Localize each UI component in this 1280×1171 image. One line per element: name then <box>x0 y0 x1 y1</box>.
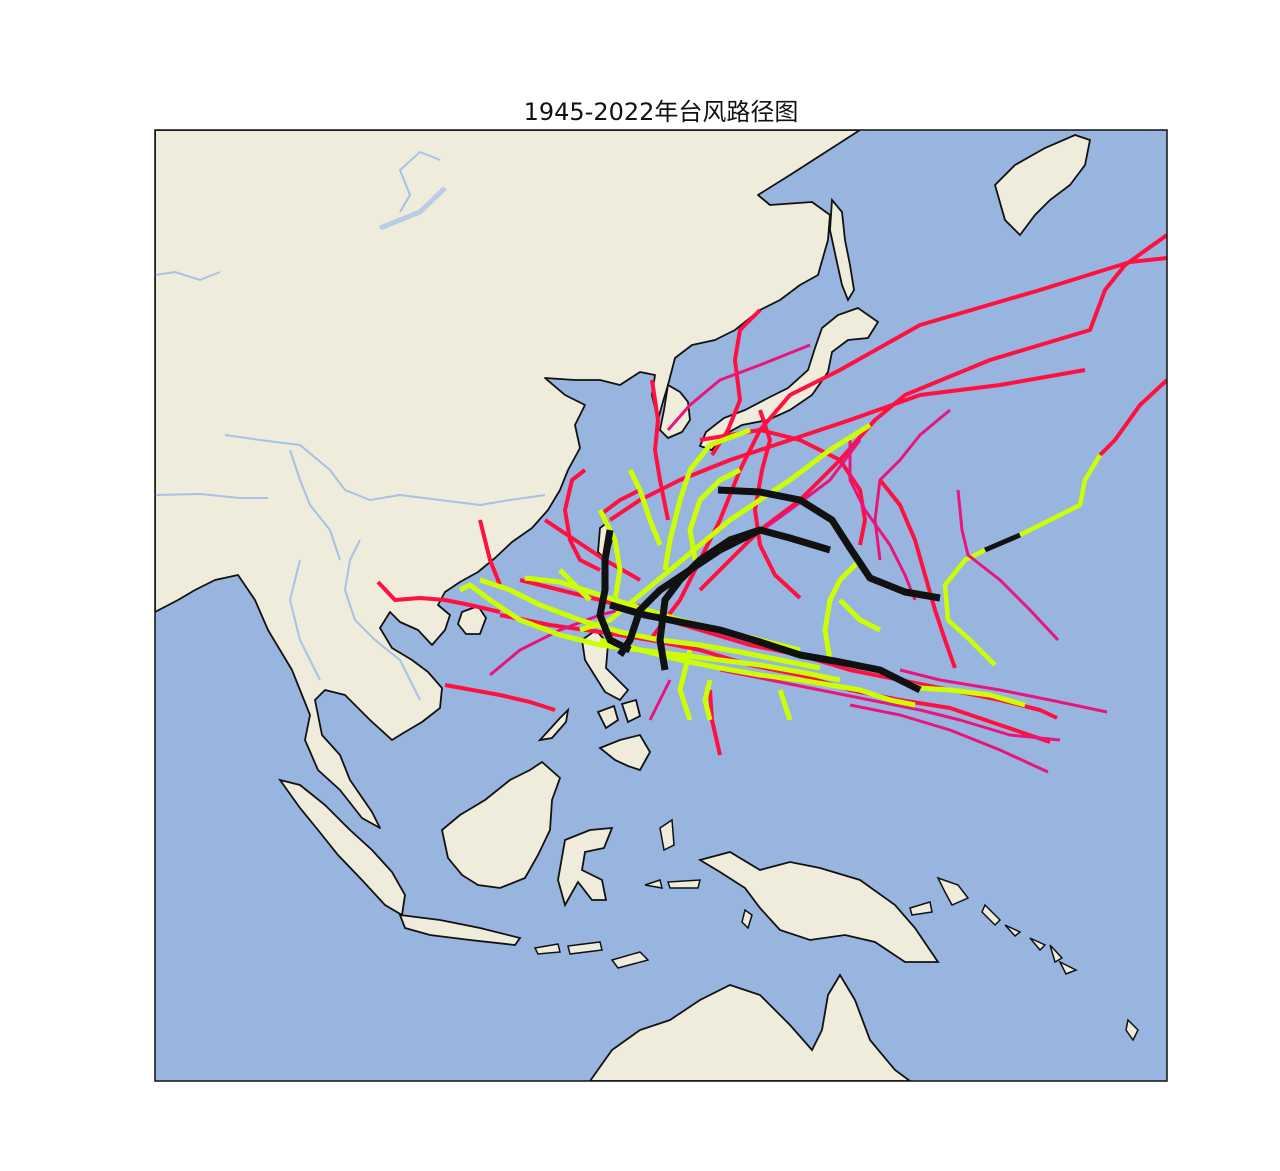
palawan <box>537 707 570 742</box>
new-guinea <box>697 851 940 963</box>
typhoon-track <box>702 679 713 721</box>
typhoon-track <box>753 409 802 600</box>
typhoon-track <box>608 368 1086 522</box>
map-frame <box>154 129 1168 1082</box>
typhoon-track <box>598 488 641 517</box>
typhoon-track <box>677 649 693 721</box>
typhoon-track <box>899 668 1108 714</box>
mindanao <box>598 733 652 772</box>
lesser-sunda-islands <box>533 941 650 969</box>
sulawesi <box>557 826 614 908</box>
typhoon-track <box>984 532 1021 553</box>
typhoon-track <box>838 598 882 633</box>
java <box>398 913 522 946</box>
typhoon-track <box>687 467 742 561</box>
typhoon-track <box>479 577 821 671</box>
typhoon-track <box>822 558 862 661</box>
japan <box>698 306 880 452</box>
typhoon-track <box>717 486 941 602</box>
typhoon-track <box>1018 453 1102 538</box>
sumatra <box>277 778 406 917</box>
bismarck-solomon-islands <box>909 876 1139 1042</box>
korea <box>659 383 691 440</box>
typhoon-track <box>376 580 501 614</box>
typhoon-track <box>609 601 922 694</box>
typhoon-track <box>597 508 623 601</box>
rivers <box>155 150 546 701</box>
typhoon-track <box>754 439 862 537</box>
typhoon-track <box>650 379 670 521</box>
sakhalin <box>829 197 855 303</box>
typhoon-track <box>444 683 556 712</box>
typhoon-track <box>849 703 1049 774</box>
borneo <box>441 760 562 889</box>
typhoon-track <box>666 343 811 431</box>
typhoon-track <box>719 668 1061 742</box>
typhoon-track <box>777 689 793 721</box>
typhoon-track <box>563 468 601 572</box>
typhoon-track <box>956 489 1060 642</box>
typhoon-track <box>617 526 762 657</box>
asia-mainland <box>155 130 861 829</box>
typhoon-track <box>558 568 592 602</box>
land-layer <box>155 130 1139 1081</box>
maluku <box>644 818 753 930</box>
kamchatka <box>993 134 1092 237</box>
typhoon-track <box>489 603 641 677</box>
mindoro-visayas <box>596 698 642 730</box>
typhoon-track <box>942 547 997 667</box>
map-title: 1945-2022年台风路径图 <box>523 98 799 126</box>
typhoon-tracks <box>376 233 1167 774</box>
typhoon-track <box>478 519 502 586</box>
typhoon-track <box>878 478 957 669</box>
typhoon-track <box>596 529 632 654</box>
typhoon-track <box>662 427 751 571</box>
typhoon-track <box>648 679 672 721</box>
typhoon-track <box>699 428 867 546</box>
typhoon-track <box>708 689 722 756</box>
typhoon-track <box>627 468 663 546</box>
typhoon-track <box>848 440 917 601</box>
typhoon-track <box>1098 378 1167 457</box>
australia <box>588 973 912 1081</box>
